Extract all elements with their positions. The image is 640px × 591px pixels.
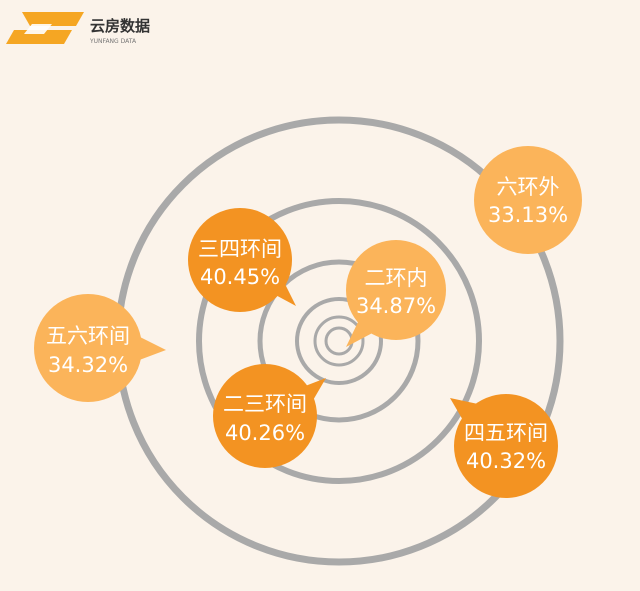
bubble-ring2-3: 二三环间 40.26% (213, 364, 326, 468)
bubble-ring5-6-shape (34, 294, 142, 402)
yunfang-s-logo-icon (6, 12, 84, 44)
ring-2 (295, 297, 383, 385)
percent-ring2-3: 40.26% (225, 421, 305, 445)
logo-subtitle: YUNFANG DATA (89, 38, 137, 45)
logo-name: 云房数据 (90, 17, 150, 35)
label-ring5-6: 五六环间 (46, 324, 130, 348)
bubble-ring4-5-shape (454, 394, 558, 498)
bubble-ring4-5: 四五环间 40.32% (450, 394, 558, 498)
label-ring4-5: 四五环间 (464, 421, 548, 445)
ring-3 (257, 259, 421, 423)
percent-ring3-4: 40.45% (200, 265, 280, 289)
bubble-ring5-6: 五六环间 34.32% (34, 294, 166, 402)
percent-ring5-6: 34.32% (48, 353, 128, 377)
bubble-ring2-3-shape (213, 364, 317, 468)
label-ring6-outer: 六环外 (497, 175, 560, 199)
bubble-ring6-outer: 六环外 33.13% (474, 146, 582, 254)
bubble-ring2-inner-shape (346, 240, 446, 340)
ring-1 (313, 315, 365, 367)
ring-0 (324, 326, 354, 356)
label-ring3-4: 三四环间 (198, 237, 282, 261)
ring-4 (196, 198, 482, 484)
bubble-ring3-4-shape (188, 208, 292, 312)
label-ring2-3: 二三环间 (223, 392, 307, 416)
bubble-ring3-4: 三四环间 40.45% (188, 208, 296, 312)
bubble-ring6-outer-shape (474, 146, 582, 254)
percent-ring4-5: 40.32% (466, 449, 546, 473)
logo: 云房数据 YUNFANG DATA (6, 12, 150, 45)
percent-ring6-outer: 33.13% (488, 203, 568, 227)
percent-ring2-inner: 34.87% (356, 294, 436, 318)
bubble-ring2-inner: 二环内 34.87% (346, 240, 446, 347)
label-ring2-inner: 二环内 (365, 266, 428, 290)
